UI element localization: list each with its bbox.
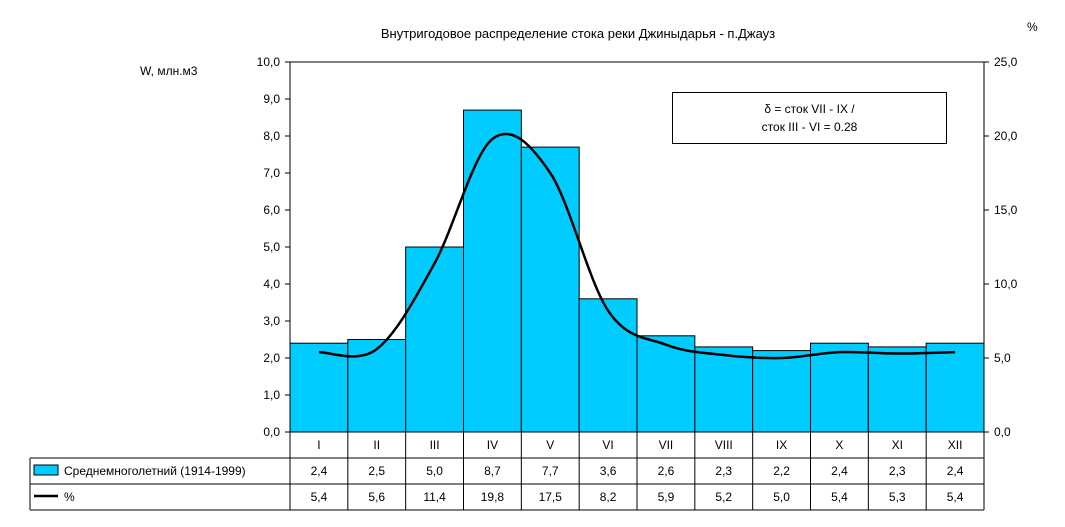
category-label: V xyxy=(546,438,554,452)
delta-annotation: δ = сток VII - IX / сток III - VI = 0.28 xyxy=(672,92,947,144)
y-tick-label: 2,0 xyxy=(263,351,280,365)
bar-value-label: 2,2 xyxy=(773,464,790,478)
percent-value-label: 8,2 xyxy=(600,490,617,504)
bar-value-label: 2,3 xyxy=(889,464,906,478)
category-label: XII xyxy=(948,438,963,452)
bar xyxy=(694,346,754,433)
y-tick-label: 5,0 xyxy=(263,240,280,254)
y2-axis-label: % xyxy=(1027,20,1038,34)
y-tick-label: 8,0 xyxy=(263,129,280,143)
percent-value-label: 5,0 xyxy=(773,490,790,504)
bar-value-label: 3,6 xyxy=(600,464,617,478)
percent-value-label: 5,4 xyxy=(947,490,964,504)
y2-tick-label: 5,0 xyxy=(994,351,1011,365)
bar-value-label: 2,6 xyxy=(658,464,675,478)
y2-tick-label: 25,0 xyxy=(994,55,1018,69)
bar-value-label: 2,4 xyxy=(311,464,328,478)
y-tick-label: 10,0 xyxy=(257,55,281,69)
bar xyxy=(520,146,580,433)
y-axis-label: W, млн.м3 xyxy=(140,64,198,78)
bar xyxy=(578,298,638,433)
y-tick-label: 1,0 xyxy=(263,388,280,402)
y-tick-label: 9,0 xyxy=(263,92,280,106)
category-label: III xyxy=(430,438,440,452)
bar-value-label: 2,5 xyxy=(368,464,385,478)
category-label: VIII xyxy=(715,438,733,452)
bar xyxy=(810,342,869,433)
percent-value-label: 5,2 xyxy=(715,490,732,504)
bar xyxy=(347,339,407,433)
bar-value-label: 2,4 xyxy=(947,464,964,478)
bar xyxy=(289,342,349,433)
y-tick-label: 7,0 xyxy=(263,166,280,180)
percent-line xyxy=(318,132,956,360)
y-tick-label: 4,0 xyxy=(263,277,280,291)
chart-title: Внутригодовое распределение стока реки Д… xyxy=(381,26,775,41)
category-label: XI xyxy=(892,438,903,452)
category-label: VII xyxy=(659,438,674,452)
category-label: I xyxy=(317,438,320,452)
percent-value-label: 5,3 xyxy=(889,490,906,504)
y2-tick-label: 20,0 xyxy=(994,129,1018,143)
y2-tick-label: 15,0 xyxy=(994,203,1018,217)
legend-swatch-bars xyxy=(33,464,59,476)
bar xyxy=(752,350,812,433)
category-label: VI xyxy=(602,438,613,452)
percent-value-label: 5,4 xyxy=(831,490,848,504)
bar xyxy=(463,109,522,433)
percent-value-label: 11,4 xyxy=(423,490,446,504)
bar-value-label: 5,0 xyxy=(426,464,443,478)
y-tick-label: 0,0 xyxy=(263,425,280,439)
bar-value-label: 2,4 xyxy=(831,464,848,478)
bar-value-label: 8,7 xyxy=(484,464,501,478)
plot-area: 0,0 1,0 2,0 3,0 4,0 5,0 6,0 7,0 8,0 9,0 10,0 0,0 5,0… xyxy=(29,55,1018,511)
y2-tick-label: 10,0 xyxy=(994,277,1018,291)
bar xyxy=(925,342,985,433)
y-tick-label: 6,0 xyxy=(263,203,280,217)
annotation-line-2: сток III - VI = 0.28 xyxy=(761,120,858,134)
category-label: IV xyxy=(487,438,498,452)
bar xyxy=(867,346,927,433)
category-label: IX xyxy=(776,438,787,452)
category-label: X xyxy=(835,438,843,452)
category-label: II xyxy=(373,438,380,452)
percent-value-label: 5,9 xyxy=(658,490,675,504)
percent-value-label: 5,4 xyxy=(311,490,328,504)
percent-value-label: 5,6 xyxy=(368,490,385,504)
y-tick-label: 3,0 xyxy=(263,314,280,328)
bar-value-label: 7,7 xyxy=(542,464,559,478)
percent-value-label: 19,8 xyxy=(481,490,505,504)
bar xyxy=(636,335,696,433)
legend-label-line: % xyxy=(64,490,75,504)
percent-value-label: 17,5 xyxy=(539,490,563,504)
bar-value-label: 2,3 xyxy=(715,464,732,478)
legend-label-bars: Среднемноголетний (1914-1999) xyxy=(64,464,246,478)
annotation-line-1: δ = сток VII - IX / xyxy=(764,102,855,116)
y2-tick-label: 0,0 xyxy=(994,425,1011,439)
bar xyxy=(405,246,464,433)
